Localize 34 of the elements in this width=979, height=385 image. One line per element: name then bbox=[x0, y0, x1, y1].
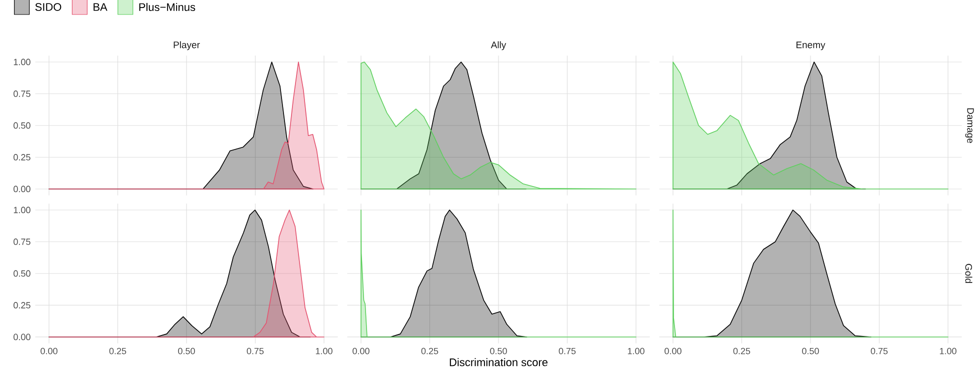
y-tick-label: 0.00 bbox=[14, 186, 30, 192]
y-tick-label: 0.75 bbox=[14, 238, 30, 245]
x-tick-label: 0.25 bbox=[421, 348, 438, 354]
y-tick-label: 1.00 bbox=[14, 206, 30, 214]
y-tick-label: 0.75 bbox=[14, 90, 30, 97]
x-tick-label: 1.00 bbox=[940, 348, 956, 354]
y-tick-label: 0.50 bbox=[14, 270, 30, 277]
x-tick-label: 1.00 bbox=[316, 348, 332, 354]
y-tick-label: 0.50 bbox=[14, 122, 30, 129]
x-tick-label: 0.50 bbox=[490, 348, 507, 354]
x-tick-label: 0.75 bbox=[870, 348, 888, 354]
x-tick-label: 0.50 bbox=[178, 348, 195, 354]
x-tick-label: 0.50 bbox=[802, 348, 819, 354]
legend-label: BA bbox=[94, 3, 108, 11]
x-tick-label: 0.25 bbox=[109, 348, 126, 354]
x-tick-label: 0.00 bbox=[664, 348, 682, 354]
legend-label: Plus−Minus bbox=[139, 2, 196, 12]
y-tick-label: 0.25 bbox=[14, 302, 30, 308]
y-tick-label: 1.00 bbox=[14, 58, 30, 66]
y2-axis-title: Gold bbox=[965, 264, 972, 283]
chart-title: Enemy bbox=[796, 42, 826, 50]
x-tick-label: 0.00 bbox=[352, 348, 370, 354]
y2-axis-title: Damage bbox=[965, 108, 974, 144]
y-tick-label: 0.25 bbox=[14, 154, 30, 160]
legend-label: SIDO bbox=[35, 3, 62, 11]
x-axis-title: Discrimination score bbox=[450, 358, 548, 366]
x-tick-label: 0.25 bbox=[733, 348, 750, 354]
x-tick-label: 0.75 bbox=[246, 348, 264, 354]
chart-title: Player bbox=[174, 41, 200, 50]
y-tick-label: 0.00 bbox=[14, 334, 30, 340]
chart-title: Ally bbox=[490, 41, 506, 50]
x-tick-label: 1.00 bbox=[628, 348, 644, 354]
x-tick-label: 0.00 bbox=[40, 348, 58, 354]
x-tick-label: 0.75 bbox=[558, 348, 576, 354]
